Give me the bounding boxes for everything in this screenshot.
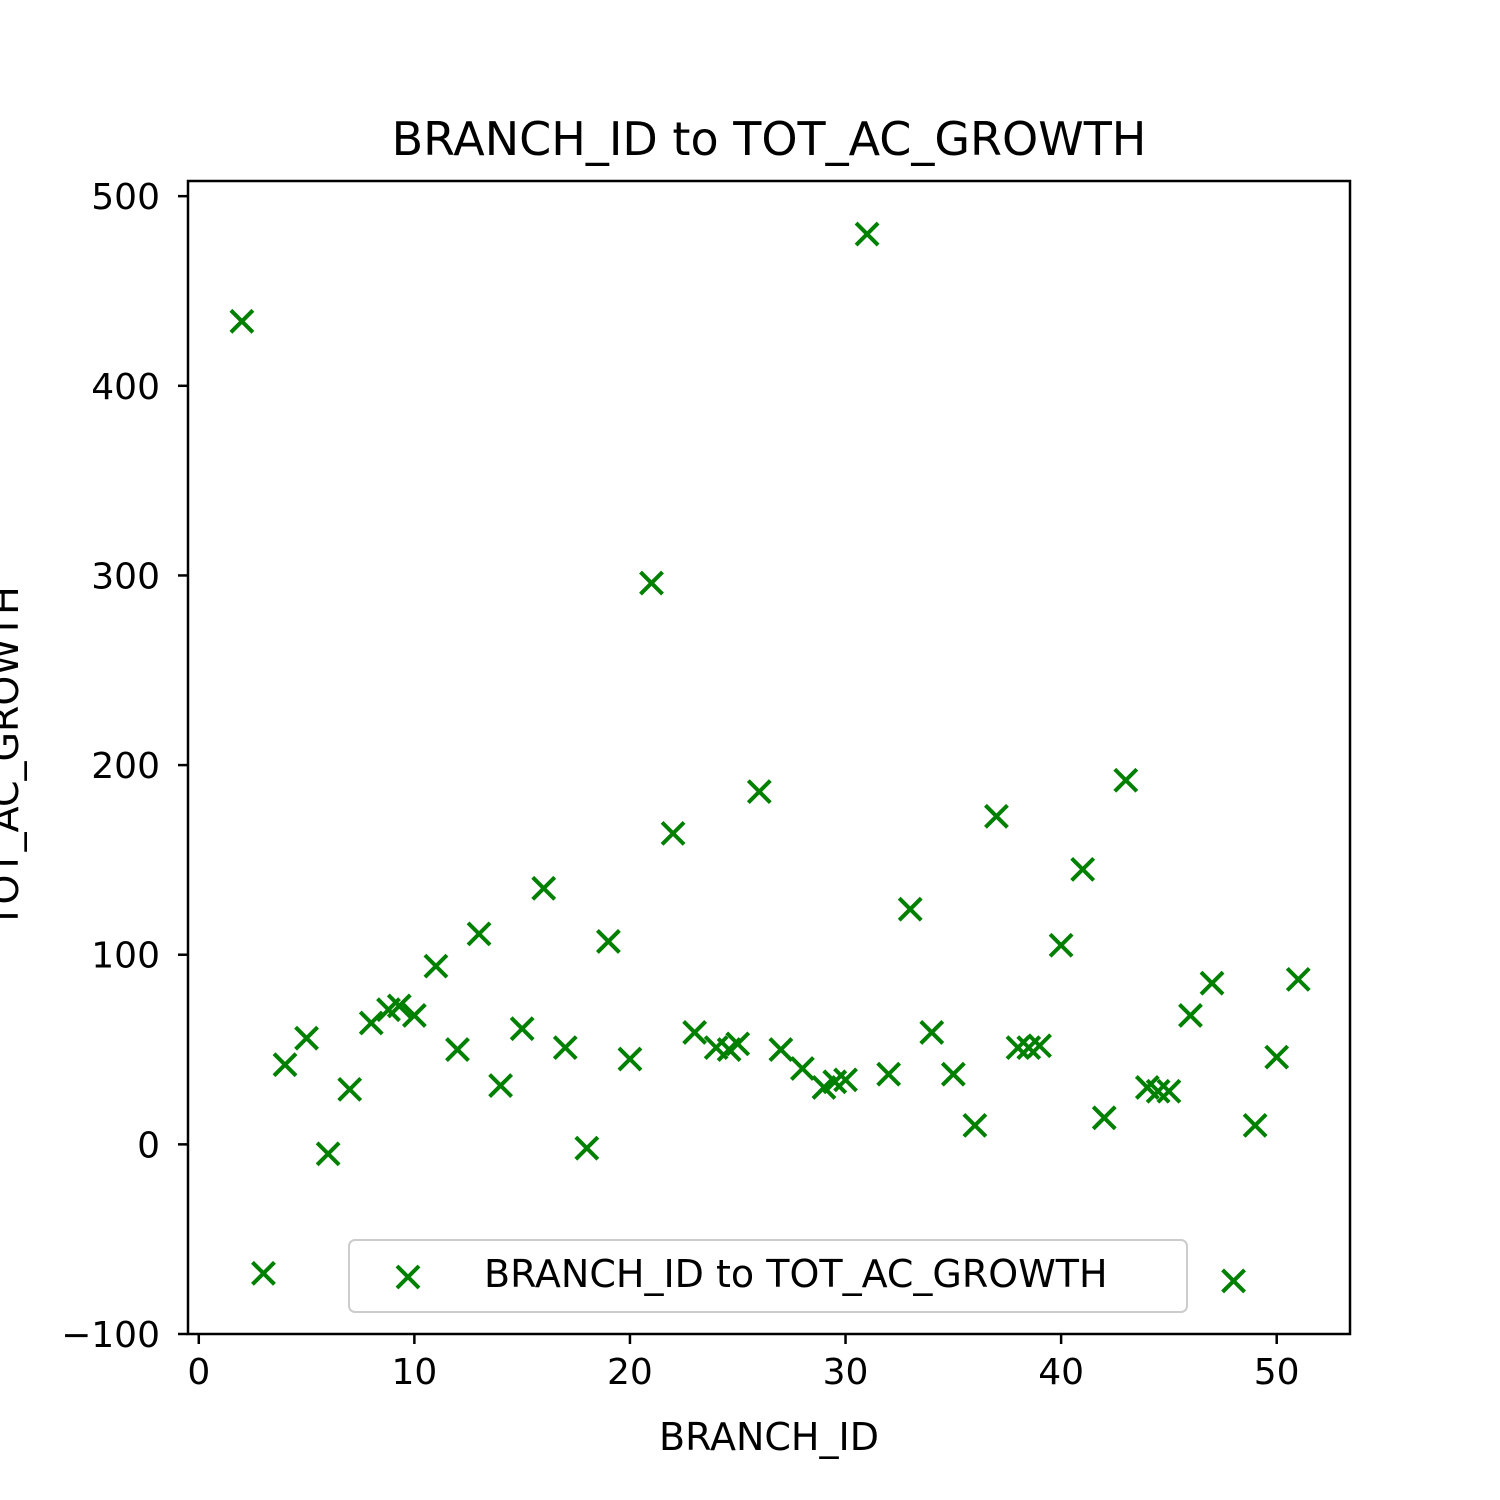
data-point [574, 1135, 600, 1161]
data-point [595, 929, 621, 954]
data-point [617, 1046, 643, 1072]
data-point [1145, 1078, 1171, 1104]
data-point [358, 1010, 384, 1036]
data-point [386, 993, 412, 1019]
data-point [940, 1061, 966, 1087]
data-point [1027, 1033, 1052, 1059]
data-point [401, 1002, 427, 1028]
data-point [660, 820, 686, 846]
y-tick-label: 400 [91, 367, 160, 408]
y-axis-label: TOT_AC_GROWTH [0, 586, 27, 928]
data-point [1113, 767, 1139, 793]
data-point [509, 1016, 535, 1042]
y-tick-label: −100 [61, 1315, 160, 1356]
y-tick-label: 0 [137, 1125, 160, 1166]
data-point [725, 1031, 751, 1057]
data-point [445, 1037, 470, 1062]
legend: BRANCH_ID to TOT_AC_GROWTH [348, 1239, 1188, 1313]
data-point [1070, 856, 1096, 882]
data-point [552, 1035, 578, 1061]
data-point [639, 570, 664, 596]
x-tick-label: 20 [607, 1352, 653, 1393]
data-point [488, 1073, 514, 1098]
data-point [768, 1037, 794, 1062]
x-tick-label: 30 [823, 1352, 869, 1393]
data-point [229, 308, 255, 334]
data-point [897, 896, 923, 922]
data-points [229, 221, 1311, 1294]
data-point [251, 1260, 276, 1286]
x-tick-label: 0 [187, 1352, 210, 1393]
x-tick-label: 10 [391, 1352, 437, 1393]
data-point [1285, 966, 1311, 992]
data-point [1048, 932, 1074, 958]
data-point [1199, 970, 1225, 996]
data-point [962, 1112, 988, 1138]
data-point [315, 1141, 341, 1167]
data-point [919, 1020, 945, 1045]
data-point [854, 221, 880, 247]
data-point [531, 875, 557, 901]
legend-box [348, 1239, 1188, 1313]
legend-label: BRANCH_ID to TOT_AC_GROWTH [484, 1252, 1108, 1296]
data-point [682, 1020, 708, 1045]
x-axis-label: BRANCH_ID [659, 1415, 879, 1459]
data-point [466, 921, 492, 947]
data-point [790, 1056, 815, 1081]
data-point [1178, 1002, 1203, 1028]
data-point [423, 953, 449, 979]
legend-marker [395, 1264, 421, 1290]
chart-title: BRANCH_ID to TOT_AC_GROWTH [392, 112, 1147, 166]
data-point [876, 1061, 902, 1087]
data-point [833, 1067, 858, 1093]
data-point [1221, 1268, 1246, 1294]
data-point [1156, 1078, 1182, 1104]
plot-frame [186, 179, 1352, 1336]
data-point [1005, 1035, 1031, 1061]
data-point [1264, 1044, 1290, 1070]
y-tick-label: 500 [91, 177, 160, 218]
data-point [294, 1025, 319, 1051]
y-tick-label: 200 [91, 746, 160, 787]
data-point [272, 1052, 298, 1078]
x-tick-label: 50 [1254, 1352, 1300, 1393]
y-tick-label: 100 [91, 936, 160, 977]
data-point [1242, 1112, 1268, 1138]
axis-ticks: 0 10 20 30 40 50 −100 0 100 200 300 400 500 [61, 177, 1299, 1393]
data-point [746, 779, 772, 805]
y-tick-label: 300 [91, 556, 160, 597]
x-tick-label: 40 [1038, 1352, 1084, 1393]
data-point [1091, 1105, 1117, 1131]
data-point [984, 803, 1009, 829]
data-point [337, 1076, 363, 1102]
